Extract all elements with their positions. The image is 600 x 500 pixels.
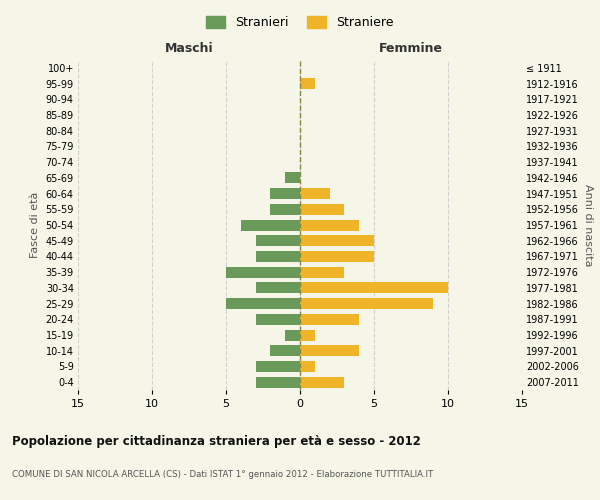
Legend: Stranieri, Straniere: Stranieri, Straniere — [202, 11, 398, 34]
Bar — [300, 298, 433, 309]
Bar — [300, 361, 315, 372]
Bar — [300, 204, 344, 215]
Text: Maschi: Maschi — [164, 42, 214, 55]
Text: Femmine: Femmine — [379, 42, 443, 55]
Bar — [300, 345, 359, 356]
Bar — [300, 376, 344, 388]
Y-axis label: Fasce di età: Fasce di età — [30, 192, 40, 258]
Bar — [300, 188, 329, 199]
Bar — [285, 330, 300, 340]
Bar — [256, 361, 300, 372]
Bar — [300, 266, 344, 278]
Bar — [271, 345, 300, 356]
Bar — [300, 330, 315, 340]
Bar — [256, 235, 300, 246]
Bar — [226, 298, 300, 309]
Bar — [300, 220, 359, 230]
Bar — [300, 251, 374, 262]
Bar — [300, 314, 359, 325]
Bar — [256, 376, 300, 388]
Text: Popolazione per cittadinanza straniera per età e sesso - 2012: Popolazione per cittadinanza straniera p… — [12, 435, 421, 448]
Bar — [300, 235, 374, 246]
Bar — [271, 188, 300, 199]
Bar — [256, 314, 300, 325]
Text: COMUNE DI SAN NICOLA ARCELLA (CS) - Dati ISTAT 1° gennaio 2012 - Elaborazione TU: COMUNE DI SAN NICOLA ARCELLA (CS) - Dati… — [12, 470, 433, 479]
Y-axis label: Anni di nascita: Anni di nascita — [583, 184, 593, 266]
Bar — [300, 78, 315, 89]
Bar — [256, 251, 300, 262]
Bar — [226, 266, 300, 278]
Bar — [241, 220, 300, 230]
Bar — [300, 282, 448, 294]
Bar — [271, 204, 300, 215]
Bar — [285, 172, 300, 184]
Bar — [256, 282, 300, 294]
